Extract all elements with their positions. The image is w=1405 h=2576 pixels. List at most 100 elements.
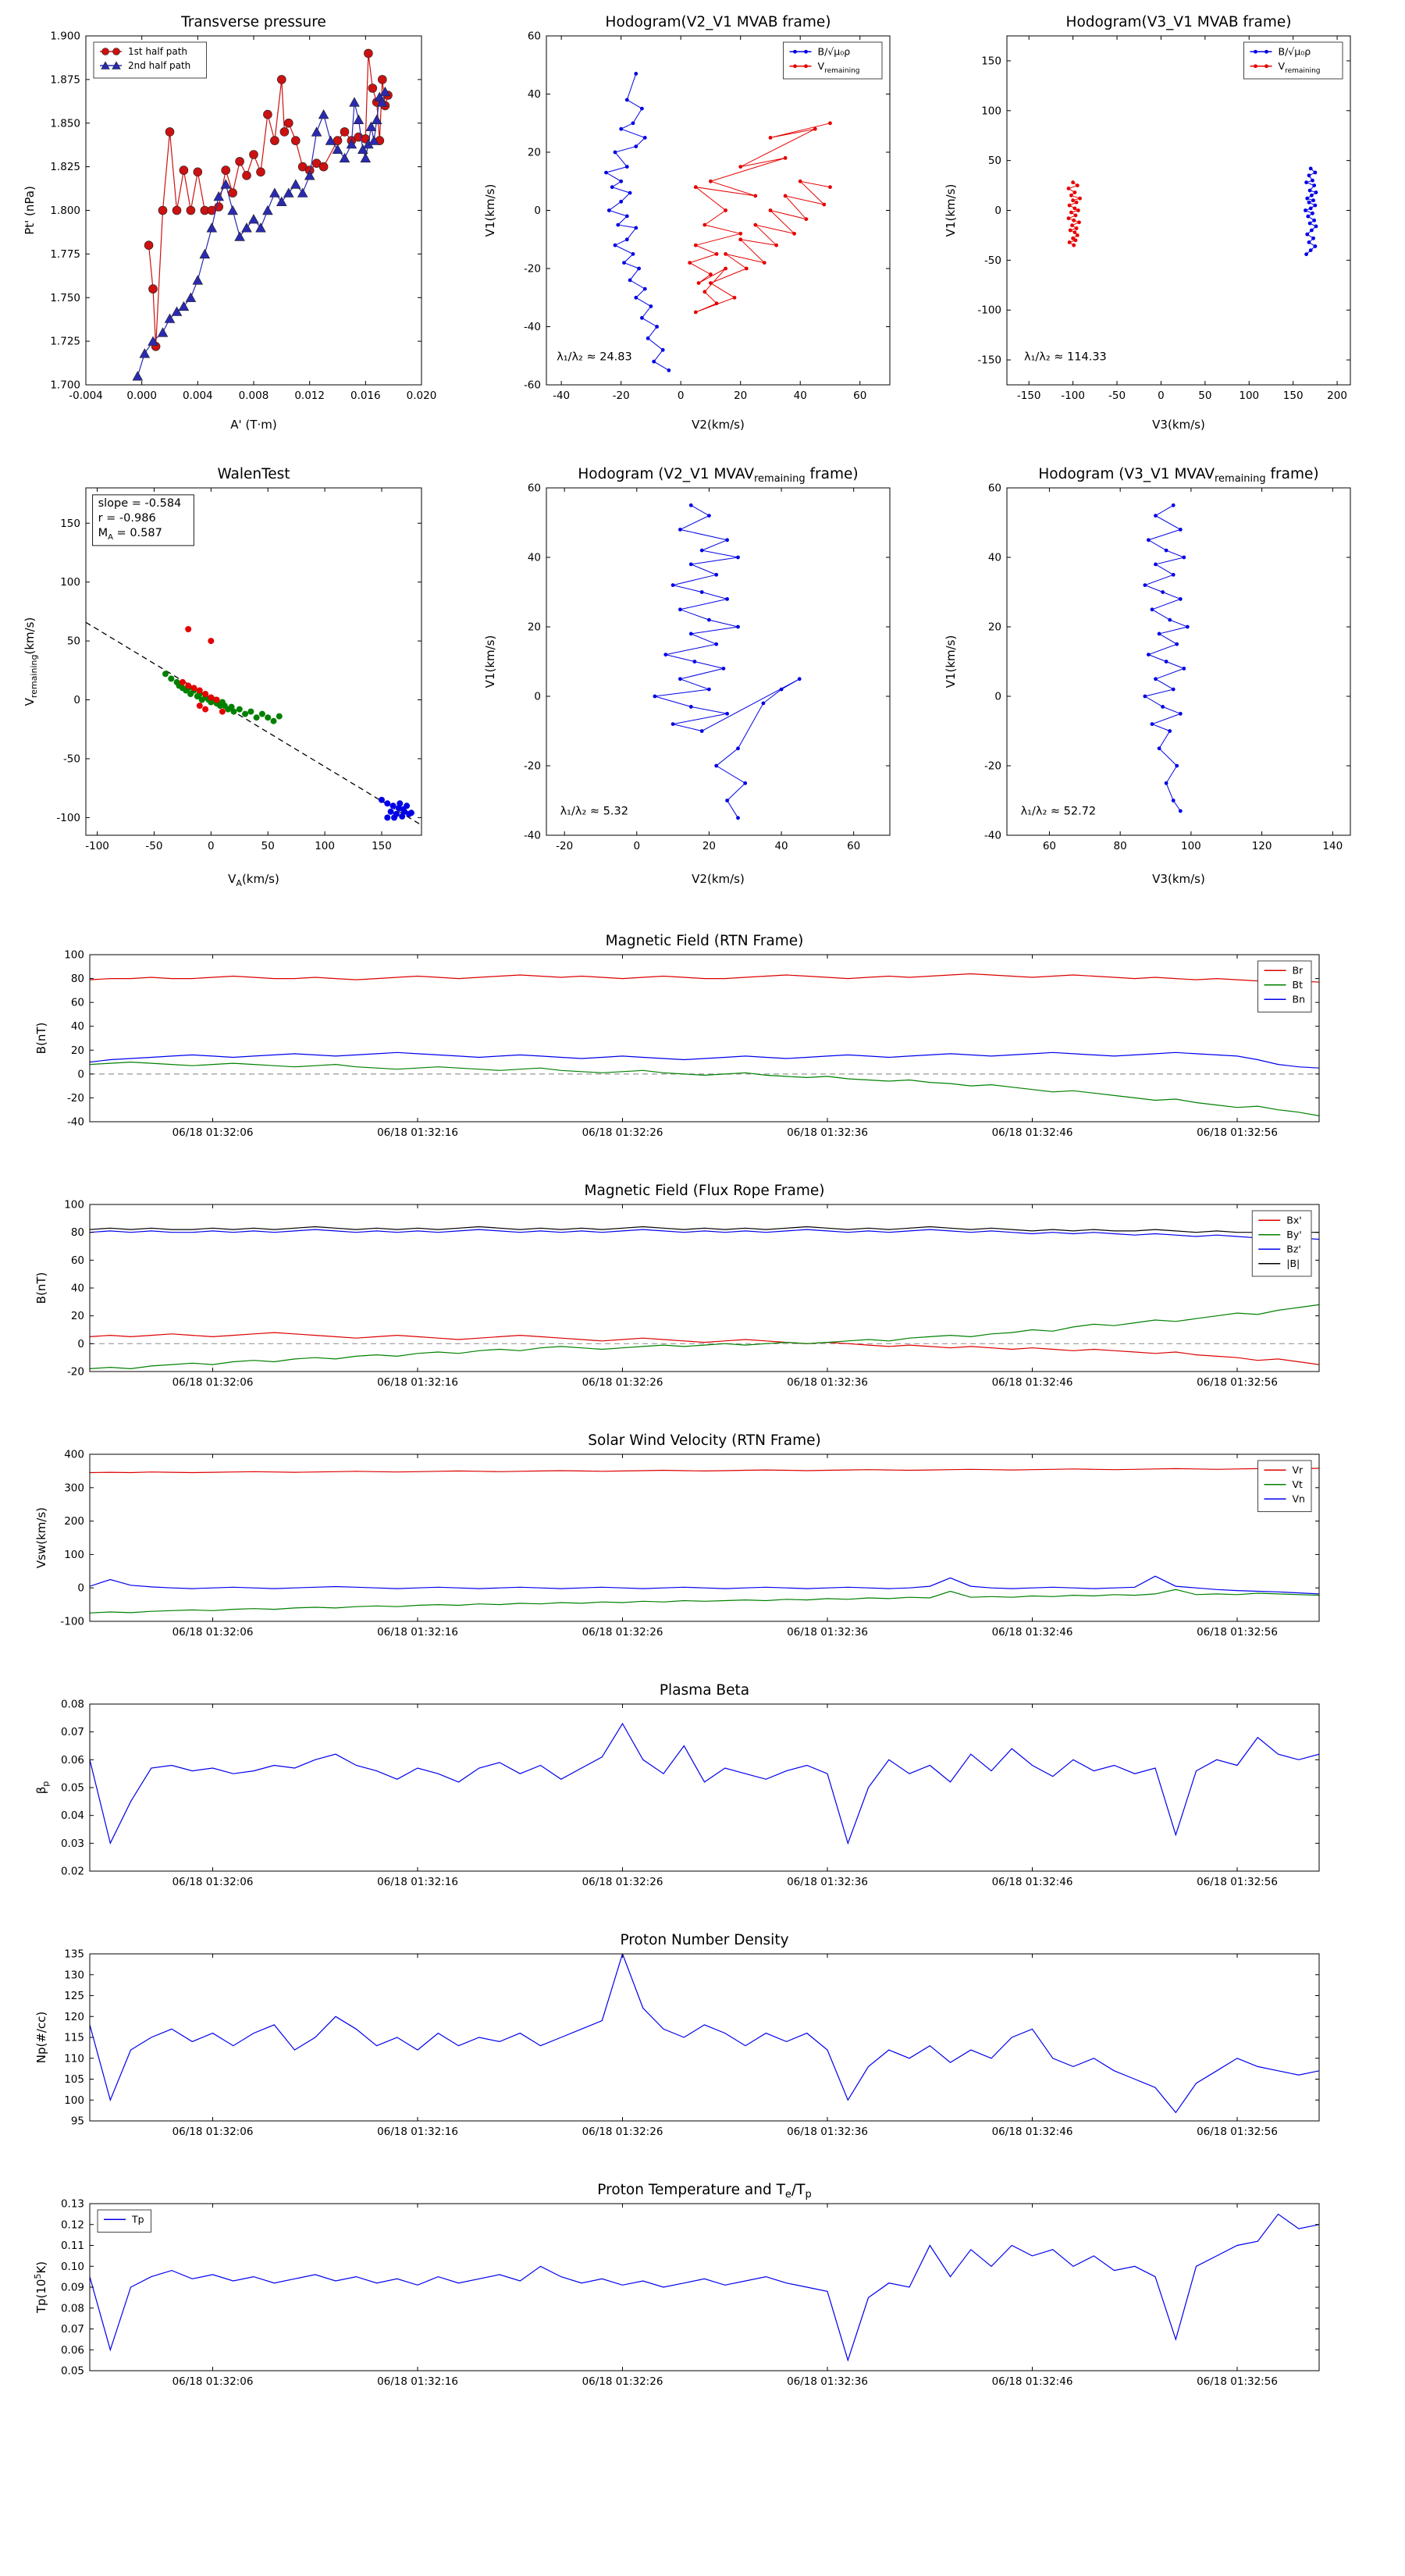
svg-text:06/18 01:32:16: 06/18 01:32:16 xyxy=(377,1626,458,1638)
svg-text:-20: -20 xyxy=(524,263,541,276)
svg-text:125: 125 xyxy=(64,1990,84,2002)
chart-hodogram-v3v1-mvab: -150 -100 -50 0 50 100 150 200 -150 -100 -50 0 50 100… xyxy=(941,6,1370,439)
svg-text:100: 100 xyxy=(1181,840,1201,852)
svg-text:06/18 01:32:26: 06/18 01:32:26 xyxy=(582,1376,663,1389)
svg-text:95: 95 xyxy=(71,2115,84,2128)
svg-text:2nd half path: 2nd half path xyxy=(128,60,190,71)
svg-text:0.008: 0.008 xyxy=(239,390,269,402)
svg-text:300: 300 xyxy=(64,1482,84,1494)
chart-magnetic-field-flux-rope: 06/18 01:32:06 06/18 01:32:16 06/18 01:32:… xyxy=(31,1167,1343,1409)
svg-text:20: 20 xyxy=(988,621,1001,634)
svg-text:-20: -20 xyxy=(524,760,541,773)
svg-text:1.775: 1.775 xyxy=(50,248,80,261)
svg-text:-150: -150 xyxy=(977,354,1001,367)
svg-text:150: 150 xyxy=(1283,390,1304,402)
svg-text:Hodogram(V2_V1 MVAB frame): Hodogram(V2_V1 MVAB frame) xyxy=(606,14,831,30)
svg-text:80: 80 xyxy=(71,1226,84,1239)
svg-text:105: 105 xyxy=(64,2073,84,2086)
svg-text:80: 80 xyxy=(1114,840,1127,852)
svg-text:40: 40 xyxy=(71,1283,84,1295)
svg-text:-100: -100 xyxy=(60,1616,84,1628)
svg-text:20: 20 xyxy=(71,1044,84,1057)
svg-text:0: 0 xyxy=(534,691,541,703)
svg-text:0.05: 0.05 xyxy=(61,2365,84,2378)
svg-text:0: 0 xyxy=(633,840,640,852)
svg-text:WalenTest: WalenTest xyxy=(217,466,290,482)
svg-text:06/18 01:32:06: 06/18 01:32:06 xyxy=(173,2375,254,2388)
svg-text:-20: -20 xyxy=(67,1366,84,1379)
svg-text:06/18 01:32:06: 06/18 01:32:06 xyxy=(173,1376,254,1389)
svg-text:1st half path: 1st half path xyxy=(128,46,187,57)
svg-text:200: 200 xyxy=(64,1515,84,1528)
svg-text:A' (T·m): A' (T·m) xyxy=(230,418,276,432)
svg-text:λ₁/λ₂ ≈ 24.83: λ₁/λ₂ ≈ 24.83 xyxy=(557,351,632,364)
svg-text:βp: βp xyxy=(34,1781,51,1795)
svg-text:100: 100 xyxy=(64,1549,84,1561)
svg-text:60: 60 xyxy=(1043,840,1056,852)
svg-text:0.13: 0.13 xyxy=(61,2198,84,2211)
svg-text:0: 0 xyxy=(208,840,215,852)
svg-text:20: 20 xyxy=(528,621,541,634)
svg-text:VA(km/s): VA(km/s) xyxy=(228,872,279,888)
svg-text:150: 150 xyxy=(981,55,1001,67)
svg-text:0.08: 0.08 xyxy=(61,2302,84,2314)
svg-text:0.04: 0.04 xyxy=(61,1809,84,1822)
svg-text:Vremaining: Vremaining xyxy=(818,60,860,75)
svg-text:40: 40 xyxy=(71,1020,84,1033)
svg-text:-60: -60 xyxy=(524,379,541,392)
chart-transverse-pressure: -0.004 0.000 0.004 0.008 0.012 0.016 0.020 1.70… xyxy=(20,6,441,439)
svg-text:40: 40 xyxy=(528,552,541,564)
svg-text:100: 100 xyxy=(64,1199,84,1212)
svg-text:06/18 01:32:46: 06/18 01:32:46 xyxy=(992,2126,1073,2138)
svg-text:40: 40 xyxy=(528,88,541,101)
svg-text:100: 100 xyxy=(64,2094,84,2107)
svg-text:Bn: Bn xyxy=(1293,994,1306,1005)
svg-text:V1(km/s): V1(km/s) xyxy=(944,635,958,688)
svg-text:06/18 01:32:56: 06/18 01:32:56 xyxy=(1197,2375,1278,2388)
svg-text:0.06: 0.06 xyxy=(61,1754,84,1767)
svg-text:B(nT): B(nT) xyxy=(34,1023,48,1055)
svg-text:Tp: Tp xyxy=(131,2214,144,2226)
svg-text:0: 0 xyxy=(678,390,685,402)
svg-text:Tp(105K): Tp(105K) xyxy=(33,2261,48,2314)
svg-text:60: 60 xyxy=(847,840,860,852)
svg-text:Magnetic Field (RTN Frame): Magnetic Field (RTN Frame) xyxy=(606,933,804,949)
svg-text:120: 120 xyxy=(1252,840,1272,852)
svg-text:1.850: 1.850 xyxy=(50,117,80,130)
svg-text:Vsw(km/s): Vsw(km/s) xyxy=(34,1507,48,1568)
svg-text:Np(#/cc): Np(#/cc) xyxy=(34,2012,48,2064)
svg-text:06/18 01:32:46: 06/18 01:32:46 xyxy=(992,1626,1073,1638)
svg-text:Br: Br xyxy=(1293,965,1304,977)
chart-proton-temperature: 06/18 01:32:06 06/18 01:32:16 06/18 01:32:… xyxy=(31,2166,1343,2408)
svg-text:0: 0 xyxy=(1158,390,1165,402)
svg-text:λ₁/λ₂ ≈ 5.32: λ₁/λ₂ ≈ 5.32 xyxy=(560,805,628,817)
svg-text:20: 20 xyxy=(702,840,716,852)
svg-text:120: 120 xyxy=(64,2011,84,2023)
svg-text:-50: -50 xyxy=(145,840,162,852)
svg-text:06/18 01:32:46: 06/18 01:32:46 xyxy=(992,1126,1073,1139)
svg-text:06/18 01:32:06: 06/18 01:32:06 xyxy=(173,2126,254,2138)
svg-text:0.03: 0.03 xyxy=(61,1838,84,1850)
svg-text:-20: -20 xyxy=(984,760,1001,773)
chart-walen-test: -100 -50 0 50 100 150 -100 -50 0 50 100 150 WalenTes… xyxy=(20,457,441,894)
svg-text:0.02: 0.02 xyxy=(61,1866,84,1878)
svg-text:0.11: 0.11 xyxy=(61,2240,84,2252)
svg-text:-40: -40 xyxy=(67,1116,84,1129)
svg-text:1.900: 1.900 xyxy=(50,30,80,43)
svg-text:60: 60 xyxy=(853,390,866,402)
svg-text:100: 100 xyxy=(1239,390,1259,402)
svg-text:06/18 01:32:26: 06/18 01:32:26 xyxy=(582,1126,663,1139)
svg-text:50: 50 xyxy=(261,840,275,852)
svg-text:-20: -20 xyxy=(613,390,630,402)
svg-text:06/18 01:32:16: 06/18 01:32:16 xyxy=(377,2126,458,2138)
chart-proton-number-density: 06/18 01:32:06 06/18 01:32:16 06/18 01:32:… xyxy=(31,1916,1343,2158)
svg-text:06/18 01:32:06: 06/18 01:32:06 xyxy=(173,1126,254,1139)
svg-text:50: 50 xyxy=(1198,390,1211,402)
svg-text:0.12: 0.12 xyxy=(61,2218,84,2231)
svg-text:Pt' (nPa): Pt' (nPa) xyxy=(23,186,37,235)
svg-text:0: 0 xyxy=(77,1068,84,1080)
svg-text:40: 40 xyxy=(794,390,807,402)
svg-text:100: 100 xyxy=(315,840,335,852)
svg-text:1.800: 1.800 xyxy=(50,205,80,217)
chart-hodogram-v3v1-mvav: 60 80 100 120 140 -40 -20 0 20 40 60 Hodogram (V3_V… xyxy=(941,457,1370,894)
